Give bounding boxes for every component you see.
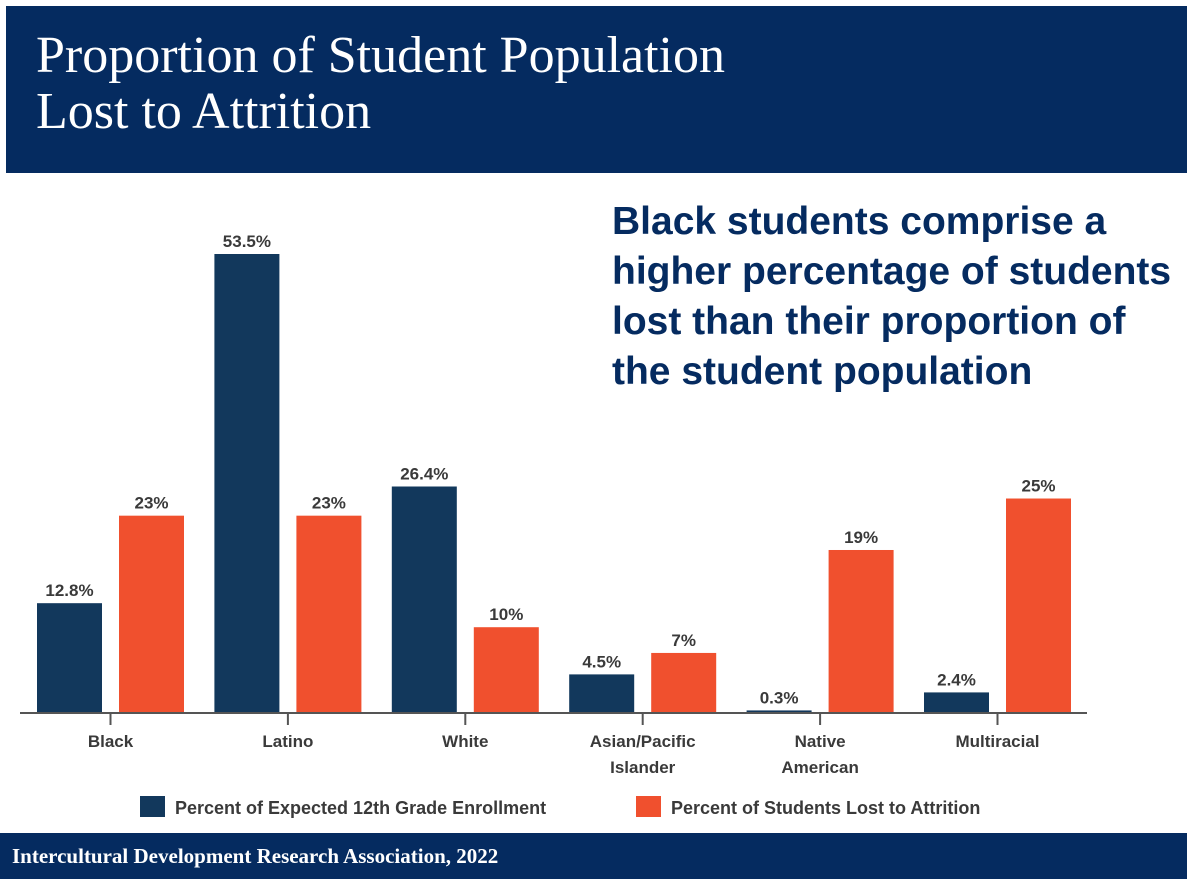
data-label-attrition-5: 25%: [1021, 477, 1055, 496]
title-line-1: Proportion of Student Population: [36, 27, 725, 84]
data-label-enrollment-1: 53.5%: [223, 232, 271, 251]
x-tick-label-0: Black: [88, 732, 134, 751]
x-tick-label-4-1: American: [781, 758, 858, 777]
x-tick-label-5: Multiracial: [955, 732, 1039, 751]
bar-attrition-5: [1006, 498, 1071, 713]
bar-enrollment-2: [391, 486, 457, 713]
x-tick-label-3-0: Asian/Pacific: [590, 732, 696, 751]
legend-swatch-attrition: [636, 796, 661, 817]
data-label-enrollment-0: 12.8%: [45, 581, 93, 600]
bar-chart: 12.8% 23% Black 53.5% 23% Latino 26.4% 10% White…: [20, 232, 1087, 818]
bar-attrition-2: [473, 627, 539, 713]
data-label-enrollment-5: 2.4%: [937, 670, 976, 689]
title-banner: Proportion of Student Population Lost to…: [6, 6, 1187, 173]
source-credit: Intercultural Development Research Assoc…: [12, 844, 499, 868]
data-label-attrition-2: 10%: [489, 605, 523, 624]
data-label-enrollment-3: 4.5%: [582, 652, 621, 671]
data-label-attrition-0: 23%: [134, 494, 168, 513]
bar-attrition-0: [119, 515, 184, 713]
title-line-2: Lost to Attrition: [36, 83, 372, 140]
bar-enrollment-4: [746, 710, 812, 713]
data-label-attrition-1: 23%: [312, 494, 346, 513]
callout-text: Black students comprise a higher percent…: [612, 200, 1172, 393]
bar-attrition-3: [651, 652, 717, 713]
bar-attrition-4: [828, 549, 894, 713]
bar-enrollment-1: [214, 254, 280, 713]
x-tick-label-1: Latino: [262, 732, 313, 751]
bar-enrollment-5: [924, 692, 989, 713]
footer-banner: Intercultural Development Research Assoc…: [0, 833, 1187, 879]
bar-enrollment-0: [37, 603, 102, 713]
data-label-enrollment-2: 26.4%: [400, 465, 448, 484]
data-label-enrollment-4: 0.3%: [760, 688, 799, 707]
legend-label-enrollment: Percent of Expected 12th Grade Enrollmen…: [175, 798, 546, 818]
bar-attrition-1: [296, 515, 362, 713]
bar-enrollment-3: [569, 674, 635, 713]
data-label-attrition-3: 7%: [671, 631, 696, 650]
page-title: Proportion of Student Population Lost to…: [36, 28, 1036, 140]
x-tick-label-4-0: Native: [795, 732, 846, 751]
legend-label-attrition: Percent of Students Lost to Attrition: [671, 798, 980, 818]
x-tick-label-3-1: Islander: [610, 758, 676, 777]
legend-swatch-enrollment: [140, 796, 165, 817]
data-label-attrition-4: 19%: [844, 528, 878, 547]
x-tick-label-2: White: [442, 732, 488, 751]
